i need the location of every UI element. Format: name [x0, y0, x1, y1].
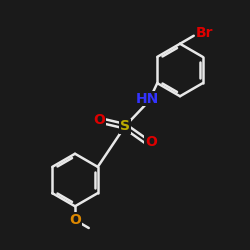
Text: O: O [145, 136, 157, 149]
Text: HN: HN [136, 92, 159, 106]
Text: S: S [120, 119, 130, 133]
Text: Br: Br [196, 26, 214, 40]
Text: O: O [69, 213, 81, 227]
Text: O: O [93, 113, 105, 127]
